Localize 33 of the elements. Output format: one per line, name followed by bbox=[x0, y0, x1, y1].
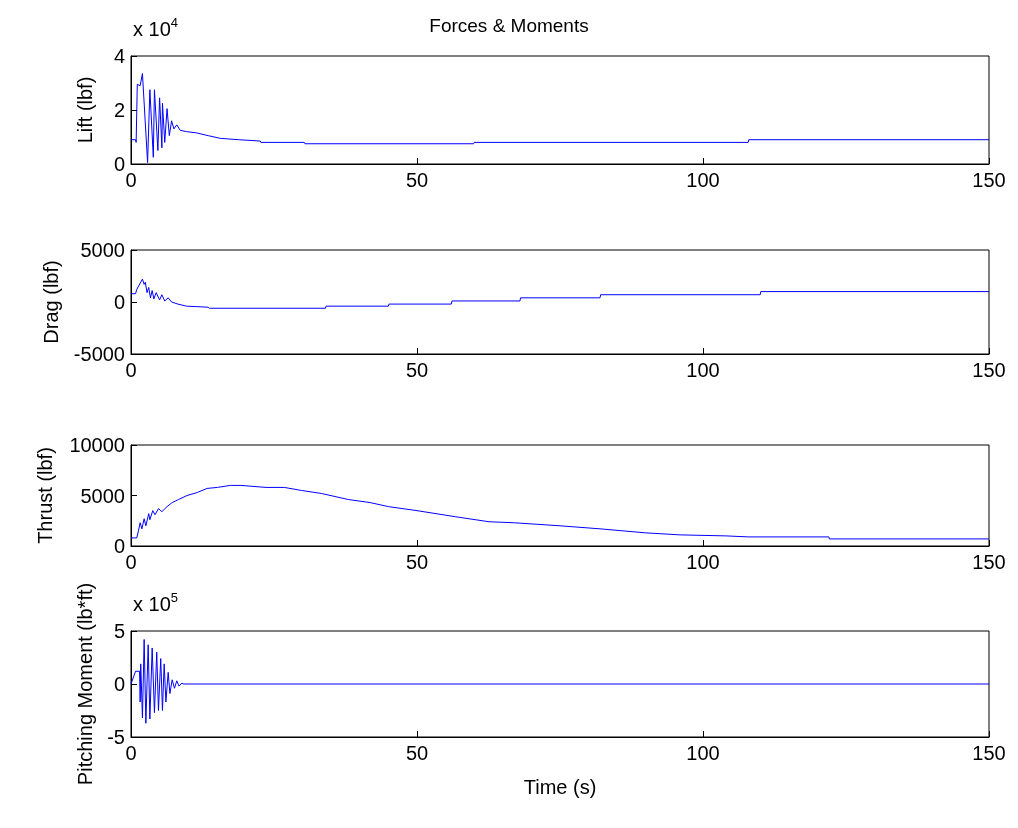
y-tick-label: 5 bbox=[113, 620, 125, 642]
y-tick-label: 0 bbox=[113, 673, 125, 695]
y-axis-title: Drag (lbf) bbox=[40, 260, 62, 344]
line-series bbox=[130, 484, 990, 540]
y-tick-label: 2 bbox=[113, 99, 125, 121]
y-tick-label: 0 bbox=[113, 291, 125, 313]
chart-title: Forces & Moments bbox=[429, 15, 589, 36]
x-tick-label: 50 bbox=[405, 551, 429, 573]
y-tick-label: 5000 bbox=[80, 239, 125, 261]
x-tick-label: 150 bbox=[972, 551, 1006, 573]
y-tick-label: 4 bbox=[113, 45, 125, 67]
x-tick-label: 50 bbox=[405, 169, 429, 191]
x-tick-label: 150 bbox=[972, 742, 1006, 764]
y-axis-title: Pitching Moment (lb*ft) bbox=[74, 582, 96, 786]
y-axis-title: Thrust (lbf) bbox=[34, 447, 56, 544]
x-tick-label: 100 bbox=[686, 169, 720, 191]
x-tick-label: 100 bbox=[686, 742, 720, 764]
x-tick-label: 50 bbox=[405, 359, 429, 381]
x-axis-title: Time (s) bbox=[523, 776, 597, 798]
y-tick-label: -5 bbox=[107, 726, 125, 748]
x-tick-label: 150 bbox=[972, 359, 1006, 381]
x-tick-label: 150 bbox=[972, 169, 1006, 191]
x-tick-label: 100 bbox=[686, 551, 720, 573]
y-axis-title: Lift (lbf) bbox=[74, 76, 96, 144]
y-tick-label: -5000 bbox=[73, 343, 125, 365]
x-tick-label: 100 bbox=[686, 359, 720, 381]
y-tick-label: 5000 bbox=[80, 484, 125, 507]
line-series bbox=[130, 638, 990, 724]
line-series bbox=[130, 278, 990, 309]
y-tick-label: 10000 bbox=[69, 434, 125, 456]
y-tick-label: 0 bbox=[113, 535, 125, 557]
x-tick-label: 50 bbox=[405, 742, 429, 764]
y-tick-label: 0 bbox=[113, 153, 125, 175]
